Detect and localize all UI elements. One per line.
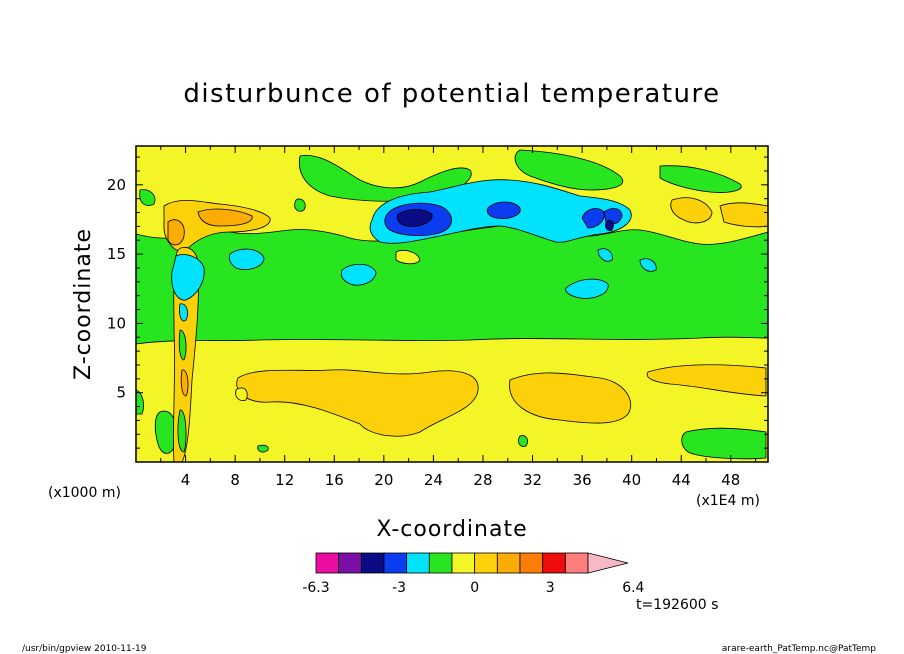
x-tick-label: 44 [672, 471, 691, 489]
field-upper-green-3 [659, 165, 742, 193]
field-upper-warm-core-5 [719, 202, 768, 228]
field-upper-green-2 [514, 149, 624, 191]
colorbar-tick-label: -3 [392, 580, 406, 596]
colorbar-swatch [496, 552, 521, 574]
field-column-orange [180, 369, 189, 397]
field-lower-green-1 [154, 410, 177, 454]
x-tick-label: 28 [473, 471, 492, 489]
field-lower-green-4 [518, 435, 528, 447]
colorbar-extend-arrow [587, 552, 629, 574]
x-scale-label: (x1E4 m) [696, 493, 760, 509]
field-upper-warm-core-4 [670, 197, 713, 224]
colorbar: -6.3 -3 0 3 6.4 [302, 552, 645, 596]
field-warm-core-2 [509, 372, 632, 424]
x-tick-label: 48 [721, 471, 740, 489]
colorbar-swatch [428, 552, 453, 574]
field-cold-blob-4 [597, 248, 613, 262]
field-upper-warm-core-2 [197, 208, 253, 227]
x-axis-label: X-coordinate [376, 517, 527, 542]
x-tick-label: 16 [325, 471, 344, 489]
field-column-cold [171, 254, 205, 301]
y-axis-label: Z-coordinate [71, 228, 96, 380]
field-lower-green-5 [136, 389, 144, 415]
y-tick-label: 10 [107, 314, 126, 332]
field-cold-core-1b [396, 209, 433, 227]
footer-right: arare-earth_PatTemp.nc@PatTemp [722, 644, 876, 654]
field-cold-core-4b [605, 220, 614, 231]
x-tick-label: 12 [275, 471, 294, 489]
colorbar-tick-label: 0 [470, 580, 479, 596]
field-warm-blob-1 [395, 250, 421, 265]
colorbar-tick-label: -6.3 [302, 580, 329, 596]
colorbar-swatch [451, 552, 476, 574]
field-cold-core-2 [486, 201, 521, 219]
x-tick-label: 32 [523, 471, 542, 489]
field-column-green-2 [177, 409, 187, 453]
colorbar-tick-label: 3 [546, 580, 555, 596]
field-warm-blob-2 [235, 387, 248, 401]
x-tick-label: 4 [181, 471, 191, 489]
y-tick-label: 15 [107, 245, 126, 263]
field-cold-blob-3 [565, 278, 609, 299]
field-lower-green-3 [257, 444, 269, 453]
field-upper-warm-core-3 [167, 219, 185, 246]
time-label: t=192600 s [636, 597, 718, 613]
field-warm-core [236, 369, 479, 437]
field-lower-green-2 [681, 427, 767, 460]
field-cold-blob-2 [340, 263, 377, 286]
chart-title: disturbunce of potential temperature [183, 79, 720, 109]
colorbar-swatch [564, 552, 589, 574]
x-tick-label: 24 [424, 471, 443, 489]
x-tick-label: 20 [374, 471, 393, 489]
field-cold-blob-1 [228, 248, 265, 270]
colorbar-swatch [519, 552, 544, 574]
colorbar-swatch [338, 552, 362, 574]
x-tick-label: 36 [573, 471, 592, 489]
field-column-cold-2 [179, 303, 188, 322]
colorbar-swatch [360, 552, 385, 574]
colorbar-swatch [542, 552, 566, 574]
plot-frame [135, 145, 769, 463]
colorbar-swatch [315, 552, 340, 574]
colorbar-swatch [474, 552, 498, 574]
field-upper-green-1 [298, 154, 472, 202]
x-unit-label: (x1000 m) [48, 485, 121, 501]
field-cold-blob-5 [639, 258, 657, 272]
y-tick-label: 5 [116, 384, 126, 402]
field-upper-green-4 [139, 189, 156, 206]
colorbar-swatch [383, 552, 408, 574]
colorbar-tick-label: 6.4 [622, 580, 644, 596]
field-column-green [178, 329, 187, 361]
field-warm-core-3 [646, 364, 767, 397]
x-tick-label: 40 [622, 471, 641, 489]
field-upper-green-5 [294, 198, 306, 212]
x-tick-label: 8 [230, 471, 240, 489]
y-tick-label: 20 [107, 176, 126, 194]
footer-left: /usr/bin/gpview 2010-11-19 [22, 644, 147, 654]
colorbar-swatch [406, 552, 430, 574]
